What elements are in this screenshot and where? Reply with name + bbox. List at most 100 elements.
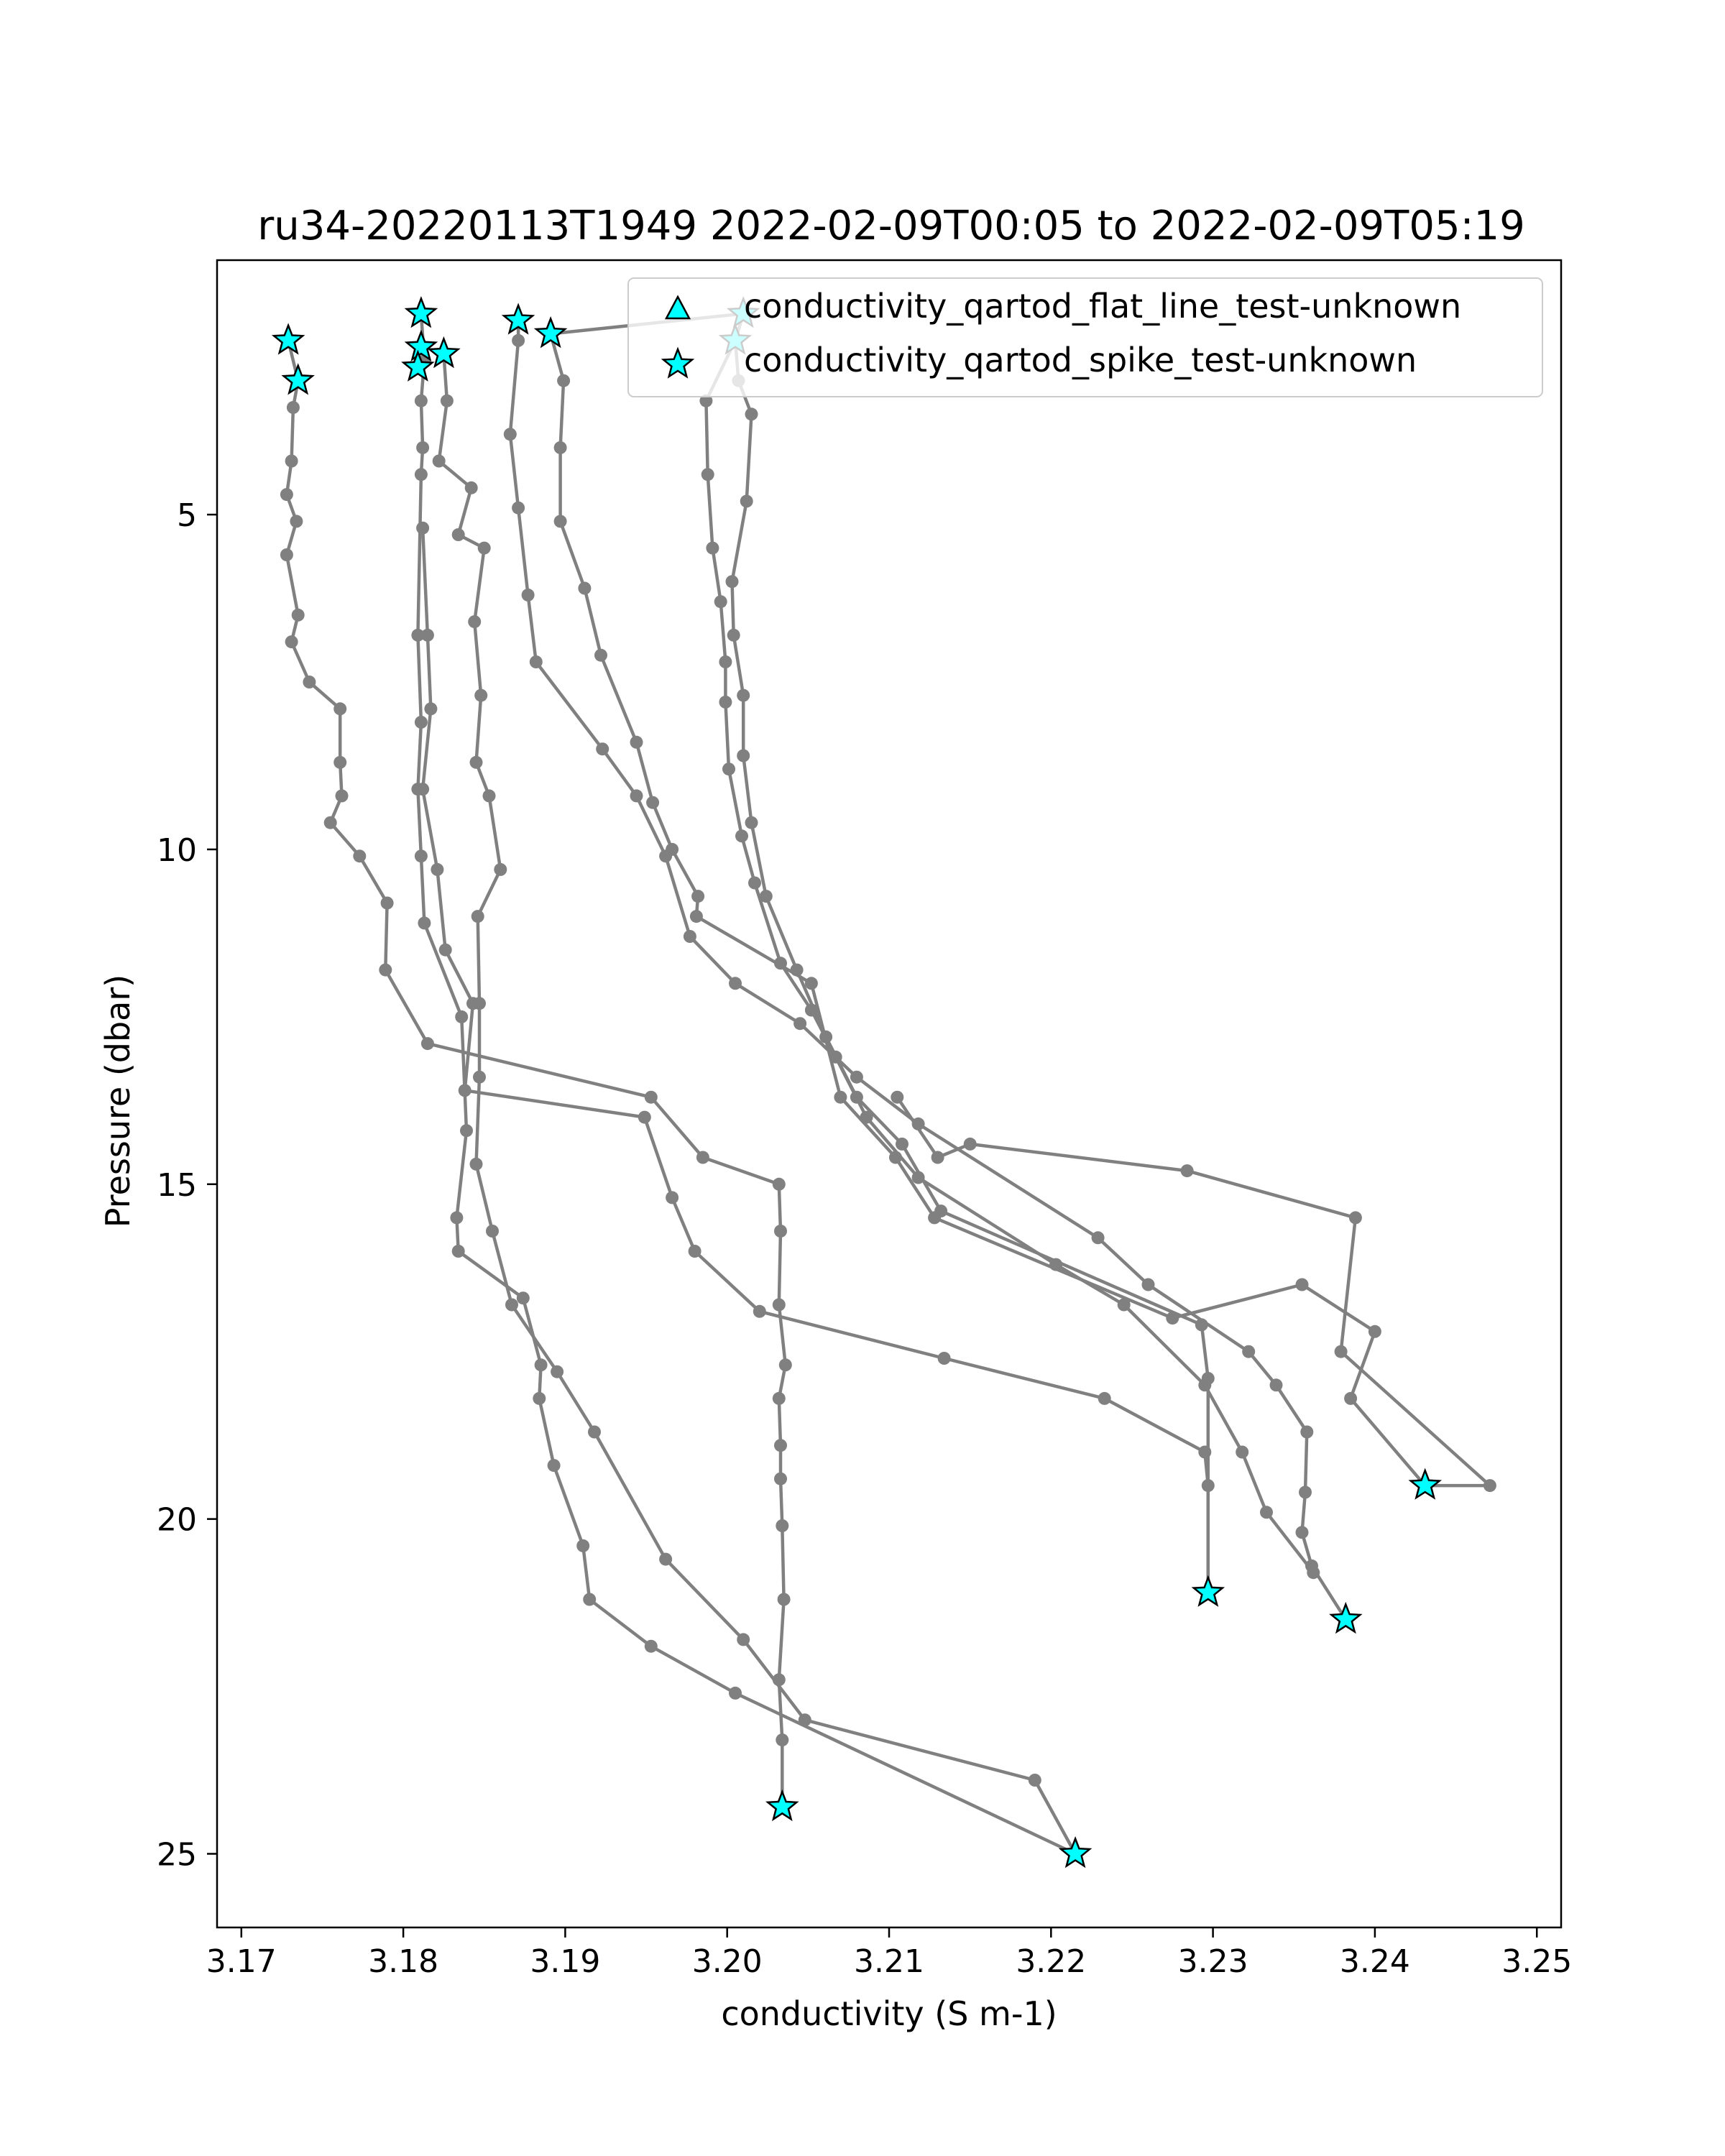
data-point [280,548,293,561]
spike-flag-star [404,329,438,361]
data-point [594,648,607,662]
data-point [778,1358,792,1372]
data-point [1236,1445,1249,1459]
data-point [659,1552,673,1566]
data-point [486,1225,499,1238]
data-point [1049,1258,1063,1271]
data-point [521,588,535,602]
data-point [774,1472,787,1485]
data-point [1334,1345,1348,1358]
y-axis-label: Pressure (dbar) [98,975,137,1227]
data-point [285,635,298,649]
data-point [414,468,428,482]
data-point [414,715,428,729]
data-point [533,1391,546,1405]
data-point [440,394,454,407]
y-tick-label: 25 [157,1837,197,1874]
x-tick-label: 3.23 [1178,1943,1248,1980]
data-point [411,628,425,642]
x-tick-label: 3.24 [1340,1943,1410,1980]
data-point [934,1204,948,1218]
series-3 [432,347,1082,1861]
data-point [776,1519,789,1532]
data-point [583,1593,597,1606]
data-point [1295,1526,1309,1539]
data-point [683,930,696,943]
data-point [772,1298,786,1312]
data-point [451,528,465,541]
series-layer [271,296,1496,1869]
x-tick-label: 3.17 [206,1943,277,1980]
data-point [688,1245,702,1258]
data-point [644,1090,658,1104]
data-point [474,688,488,702]
data-point [834,1090,847,1104]
data-point [578,581,592,595]
legend-box [627,277,1543,397]
spike-flag-star [401,349,435,382]
data-point [468,615,482,629]
data-point [701,468,714,482]
data-point [432,454,446,468]
spike-flag-star [1058,1836,1092,1869]
data-point [759,890,773,903]
data-point [777,1593,791,1606]
data-point [1117,1298,1131,1312]
data-point [666,1191,679,1204]
data-point [706,541,719,555]
data-point [458,1084,472,1097]
spike-flag-star [765,1789,799,1822]
data-point [714,595,727,609]
spike-flag-star [533,316,568,349]
data-point [774,957,787,970]
data-point [829,1050,842,1064]
data-point [512,501,525,515]
data-point [644,1639,658,1653]
data-point [794,1017,807,1031]
data-point [588,1425,601,1439]
data-point [699,394,713,407]
data-point [551,1365,564,1378]
data-point [646,796,660,809]
data-point [1198,1378,1212,1392]
data-point [290,515,303,528]
data-point [860,1110,873,1124]
data-point [1348,1211,1362,1225]
y-tick-label: 10 [157,832,197,869]
data-point [804,977,818,990]
data-point [1307,1566,1320,1580]
data-point [335,789,349,803]
data-point [729,1686,742,1700]
data-point [774,1225,787,1238]
data-point [689,910,703,923]
data-point [719,695,732,709]
data-point [471,910,484,923]
data-point [473,1070,486,1084]
plot-area [217,260,1561,1927]
data-point [1299,1485,1312,1499]
data-point [1242,1345,1256,1358]
data-point [798,1713,811,1727]
spike-flag-star [1408,1468,1443,1500]
legend-label-flat-line: conductivity_qartod_flat_line_test-unkno… [744,287,1461,326]
data-point [1098,1391,1111,1405]
data-point [735,829,748,843]
data-point [722,763,735,776]
data-point [1091,1231,1105,1245]
data-point [477,541,491,555]
data-point [494,862,507,876]
x-tick-label: 3.21 [854,1943,924,1980]
data-point [464,481,478,494]
data-point [745,816,758,829]
data-point [596,742,610,756]
data-point [353,849,367,863]
x-tick-label: 3.20 [692,1943,763,1980]
data-point [1195,1318,1208,1332]
data-point [547,1459,561,1473]
data-point [737,688,750,702]
data-point [790,963,804,977]
data-point [1028,1774,1041,1787]
x-tick-label: 3.22 [1016,1943,1086,1980]
data-point [482,789,496,803]
